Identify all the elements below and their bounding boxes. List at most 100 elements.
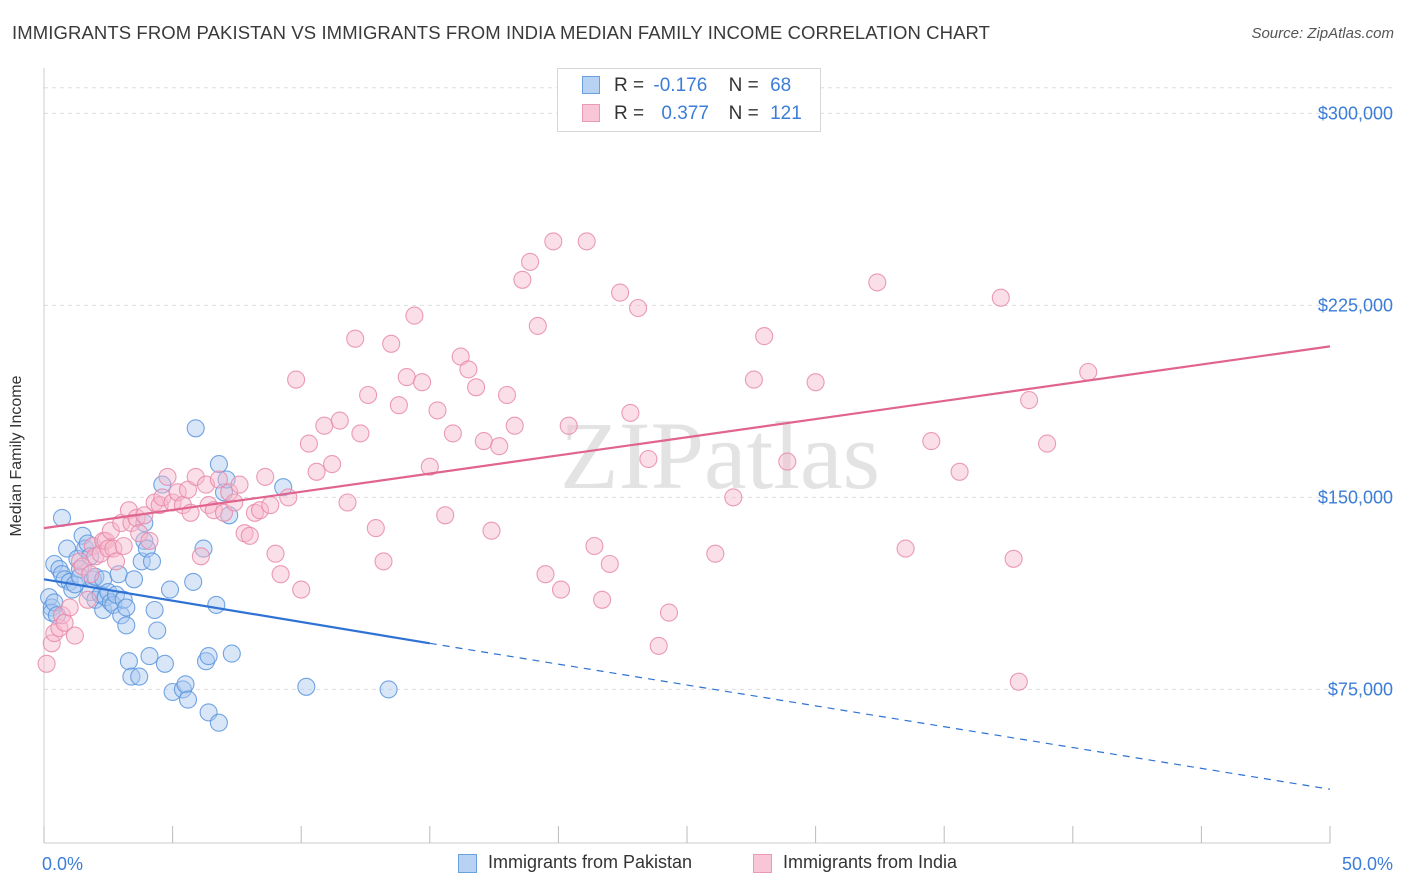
data-point [140,647,159,666]
data-point [250,501,270,520]
data-point [204,501,223,520]
data-point [130,524,149,543]
x-tick-label: 50.0% [1342,854,1393,874]
data-point [42,634,61,653]
legend-label-pakistan: Immigrants from Pakistan [488,852,693,872]
data-point [482,521,501,540]
data-point [436,506,455,525]
y-tick-label: $150,000 [1318,487,1393,507]
data-point [428,401,447,420]
data-point [467,378,486,397]
data-point [922,432,941,451]
data-point [240,526,259,545]
data-point [1009,672,1028,691]
data-point [186,419,205,438]
data-point [186,467,205,486]
data-point [101,521,120,540]
data-point [991,288,1010,307]
data-point [621,403,640,422]
data-point [158,467,177,486]
data-point [443,424,462,443]
data-point [405,306,424,325]
data-point [639,449,658,469]
trend-line-pakistan [43,578,430,645]
data-point [585,536,604,556]
data-point [521,252,540,271]
data-point [106,552,126,571]
data-point [60,598,79,617]
data-point [279,488,298,507]
data-point [114,536,133,556]
data-point [593,590,612,609]
data-point [155,654,174,673]
series-india [37,232,1098,691]
data-point [379,680,398,699]
data-point [950,462,969,481]
data-point [160,580,180,599]
data-point [37,654,56,673]
trend-lines [43,345,1331,790]
data-point [209,455,228,474]
data-point [490,437,509,456]
data-point [220,483,239,502]
series-pakistan [40,419,398,732]
data-point [297,677,316,696]
data-point [117,616,136,635]
source-label: Source: ZipAtlas.com [1251,25,1394,42]
data-point [261,496,280,515]
data-points [37,232,1098,732]
data-point [142,552,162,571]
data-point [45,554,64,574]
gridlines [44,87,1394,690]
r-value-india: 0.377 [661,103,709,124]
india-swatch [582,104,600,122]
data-point [806,373,825,392]
data-point [413,373,432,392]
data-point [497,385,517,405]
data-point [130,667,149,686]
data-point [1079,362,1098,382]
trend-line-india [43,345,1331,530]
data-point [559,416,578,435]
data-point [119,652,138,671]
data-point [724,488,743,507]
data-point [81,547,100,566]
data-point [274,478,293,497]
data-point [868,273,887,292]
n-value-pakistan: 68 [770,75,792,96]
data-point [366,519,385,538]
y-tick-label: $225,000 [1318,295,1393,315]
data-point [178,690,198,709]
data-point [397,368,416,387]
data-point [191,547,210,566]
data-point [706,544,725,563]
data-point [351,424,370,443]
pakistan-legend-swatch [458,854,477,873]
data-point [1004,549,1023,568]
data-point [235,524,254,543]
data-point [600,554,619,574]
data-point [207,595,226,614]
data-point [140,531,159,550]
data-point [117,598,136,617]
data-point [755,327,774,346]
data-point [778,452,797,471]
data-point [374,552,393,571]
data-point [659,603,679,622]
y-tick-label: $75,000 [1328,679,1393,699]
data-point [184,572,203,591]
y-tick-label: $300,000 [1318,103,1393,123]
legend-label-india: Immigrants from India [783,852,958,872]
data-point [73,557,92,576]
data-point [122,667,141,686]
data-point [65,626,84,645]
data-point [528,316,547,335]
data-point [245,503,264,522]
r-value-pakistan: -0.176 [653,75,708,96]
data-point [199,647,218,666]
data-point [292,580,311,599]
data-point [544,232,563,251]
data-point [173,680,192,699]
data-point [266,544,285,563]
tick-labels: $75,000 $150,000 $225,000 $300,000 0.0% 50.0% [42,103,1393,874]
